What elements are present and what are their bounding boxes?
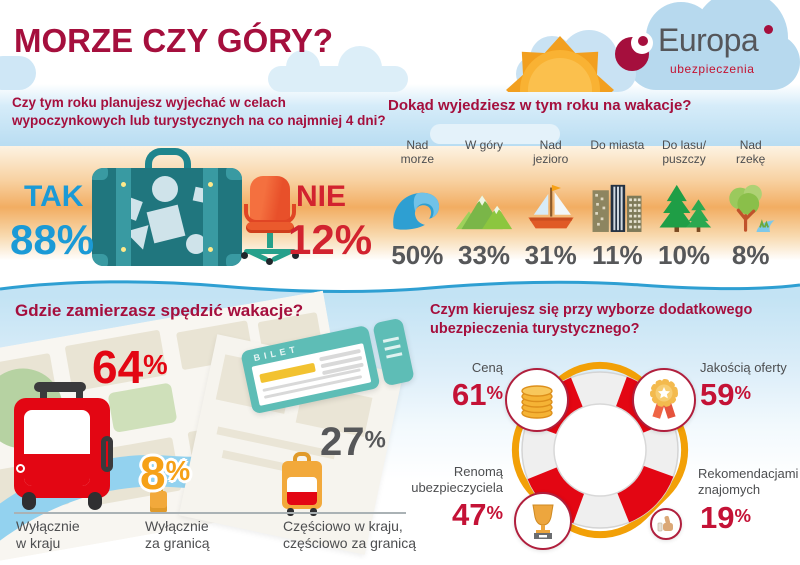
q1-yes-value: 88% bbox=[10, 216, 95, 263]
river-tree-icon bbox=[717, 178, 784, 232]
destination-label: Do lasu/ puszczy bbox=[662, 138, 707, 167]
destination-lake: Nad jezioro 31% bbox=[517, 138, 584, 271]
criterion-value-recommendations: 19% bbox=[700, 500, 752, 535]
criterion-label-price: Ceną bbox=[471, 360, 503, 375]
criterion-label-reputation: Renomą ubezpieczyciela bbox=[411, 464, 503, 495]
destination-forest: Do lasu/ puszczy 1 bbox=[651, 138, 718, 271]
criterion-value-quality: 59% bbox=[700, 377, 752, 412]
destination-value: 31% bbox=[524, 240, 577, 270]
forest-icon bbox=[651, 178, 718, 232]
logo-europa: Europa ubezpieczenia bbox=[612, 22, 797, 84]
crescent-moon-icon bbox=[615, 32, 653, 71]
destination-value: 33% bbox=[457, 240, 511, 270]
office-chair-icon bbox=[238, 176, 302, 266]
logo-brand: Europa bbox=[658, 22, 759, 58]
sun-icon bbox=[495, 30, 625, 92]
sky-band bbox=[0, 84, 800, 146]
q1-question: Czy tym roku planujesz wyjechać w celach… bbox=[12, 95, 386, 129]
destination-value: 8% bbox=[731, 240, 770, 270]
q2-question: Dokąd wyjedziesz w tym roku na wakacje? bbox=[388, 97, 692, 114]
cloud-icon bbox=[430, 124, 560, 144]
value-abroad: 8% bbox=[140, 447, 191, 499]
label-domestic: Wyłącznie w kraju bbox=[16, 518, 80, 551]
destination-river: Nad rzekę 8% bbox=[717, 138, 784, 271]
criterion-label-recommendations: Rekomendacjami znajomych bbox=[698, 466, 799, 497]
wave-divider bbox=[0, 280, 800, 298]
criterion-value-reputation: 47% bbox=[451, 497, 503, 532]
cloud-icon bbox=[268, 46, 408, 92]
destination-label: W góry bbox=[465, 138, 504, 152]
trophy-icon bbox=[514, 492, 572, 550]
wave-icon bbox=[384, 178, 451, 232]
destination-sea: Nad morze 50% bbox=[384, 138, 451, 271]
axis-baseline bbox=[14, 512, 406, 514]
label-mixed: Częściowo w kraju, częściowo za granicą bbox=[283, 518, 417, 551]
cloud-icon bbox=[0, 56, 36, 90]
destination-label: Nad jezioro bbox=[533, 138, 569, 167]
q1-no-label: NIE bbox=[296, 180, 347, 213]
q4-question: Czym kierujesz się przy wyborze dodatkow… bbox=[430, 302, 753, 337]
coins-icon bbox=[505, 368, 569, 432]
sailboat-icon bbox=[517, 178, 584, 232]
city-buildings-icon bbox=[584, 178, 651, 232]
destination-value: 11% bbox=[592, 240, 643, 270]
cloud-icon bbox=[628, 0, 800, 90]
q1-yes-label: TAK bbox=[24, 180, 84, 213]
destination-value: 50% bbox=[391, 240, 444, 270]
destination-city: Do miasta bbox=[584, 138, 651, 271]
medal-icon bbox=[632, 368, 696, 432]
destination-label: Nad rzekę bbox=[736, 138, 766, 167]
mountains-icon bbox=[451, 178, 518, 232]
medium-suitcase-icon bbox=[282, 452, 322, 516]
logo-subtitle: ubezpieczenia bbox=[670, 62, 755, 76]
destinations-row: Nad morze 50% W góry 33% bbox=[384, 138, 784, 271]
label-abroad: Wyłącznie za granicą bbox=[145, 518, 210, 551]
destination-label: Nad morze bbox=[400, 138, 434, 167]
criterion-value-price: 61% bbox=[451, 377, 503, 412]
page-title: MORZE CZY GÓRY? bbox=[14, 22, 334, 59]
value-domestic: 64% bbox=[92, 341, 168, 393]
rolling-suitcase-icon bbox=[14, 382, 113, 514]
criterion-label-quality: Jakością oferty bbox=[700, 360, 787, 375]
q1-no-value: 12% bbox=[288, 216, 373, 263]
destination-mountains: W góry 33% bbox=[451, 138, 518, 271]
travel-suitcase-icon bbox=[92, 148, 242, 266]
destination-label: Do miasta bbox=[590, 138, 645, 152]
logo-dot-icon bbox=[764, 25, 773, 34]
value-mixed: 27% bbox=[320, 420, 386, 464]
small-suitcase-icon bbox=[150, 486, 167, 513]
q3-question: Gdzie zamierzasz spędzić wakacje? bbox=[15, 301, 304, 320]
destination-value: 10% bbox=[658, 240, 711, 270]
thumbs-up-icon bbox=[650, 508, 682, 540]
